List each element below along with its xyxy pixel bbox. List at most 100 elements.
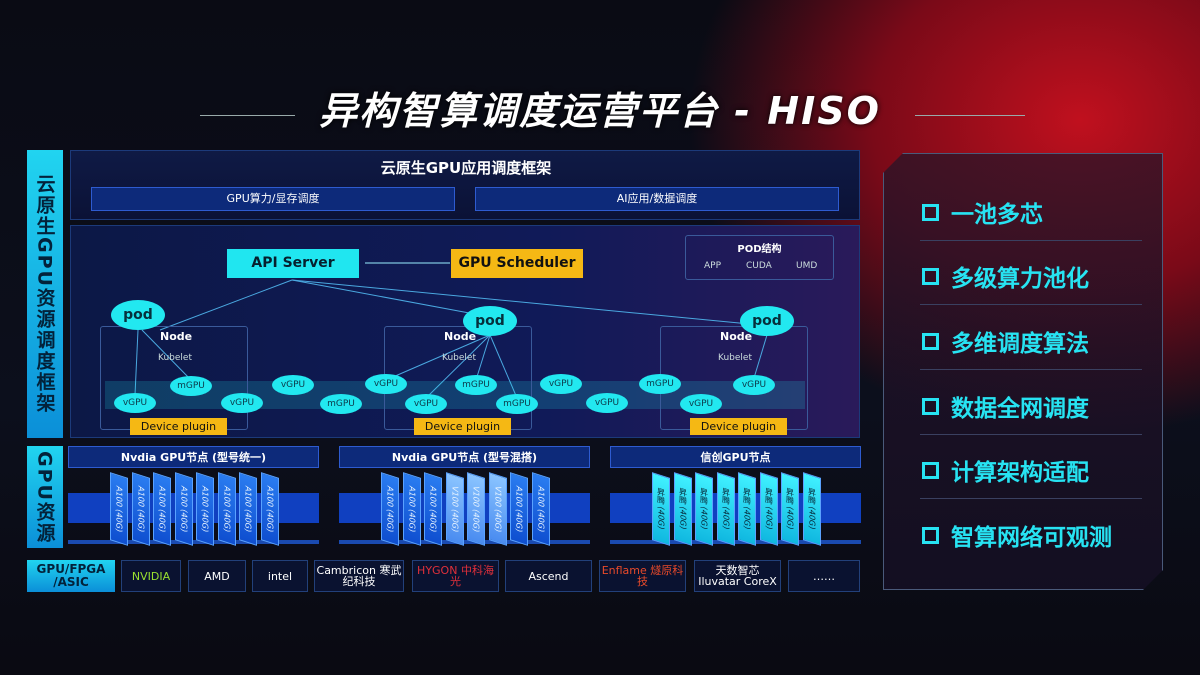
vendor-logo-1: AMD [188,560,246,592]
gpu-card: A100 (40G) [239,472,257,546]
vgpu-node: vGPU [272,375,314,395]
device-plugin-box: Device plugin [690,418,787,435]
vendor-logo-2: intel [252,560,308,592]
mgpu-node: mGPU [496,394,538,414]
ai-data-scheduling-bar: AI应用/数据调度 [475,187,839,211]
gpu-scheduler-box: GPU Scheduler [451,249,583,278]
gpu-card: V100 (40G) [488,472,507,546]
gpu-card: 昇腾 (40G) [652,472,670,546]
feature-divider [920,304,1142,305]
pod-circle: pod [740,306,794,336]
device-plugin-box: Device plugin [414,418,511,435]
vgpu-node: vGPU [586,393,628,413]
device-plugin-box: Device plugin [130,418,227,435]
api-server-box: API Server [227,249,359,278]
title-line-left [200,115,295,116]
features-panel [883,153,1163,590]
vendor-logo-7: 天数智芯 Iluvatar CoreX [694,560,781,592]
side-label-chips: GPU/FPGA /ASIC [27,560,115,592]
vendor-logo-0: NVIDIA [121,560,181,592]
mgpu-node: mGPU [170,376,212,396]
vgpu-node: vGPU [680,394,722,414]
gpu-card: A100 (40G) [381,472,399,546]
pod-app: APP [704,261,722,271]
kubelet-label: Kubelet [442,353,476,363]
vendor-logo-3: Cambricon 寒武纪科技 [314,560,404,592]
kubelet-label: Kubelet [158,353,192,363]
feature-divider [920,434,1142,435]
vendor-logo-4: HYGON 中科海光 [412,560,499,592]
gpu-card: A100 (40G) [260,472,279,546]
checkbox-square-icon [922,461,939,479]
gpu-card: 昇腾 (40G) [759,472,778,546]
feature-item: 多级算力池化 [922,259,1089,293]
feature-item: 数据全网调度 [922,389,1089,423]
gpu-card: A100 (40G) [131,472,150,546]
checkbox-square-icon [922,203,939,221]
gpu-card: A100 (40G) [196,472,214,546]
framework-panel: 云原生GPU应用调度框架 GPU算力/显存调度 AI应用/数据调度 [70,150,860,220]
pod-structure-box: POD结构 APP CUDA UMD [685,235,834,280]
gpu-group-title: Nvdia GPU节点 (型号统一) [68,446,319,468]
mgpu-node: mGPU [639,374,681,394]
vgpu-node: vGPU [114,393,156,413]
page-title: 异构智算调度运营平台 - HISO [319,89,881,133]
gpu-card: A100 (40G) [174,472,193,546]
gpu-group-title: 信创GPU节点 [610,446,861,468]
node-label: Node [720,330,753,343]
gpu-card: 昇腾 (40G) [695,472,713,546]
pod-circle: pod [463,306,517,336]
side-label-gpu-resources: GPU资源 [27,446,63,548]
vgpu-node: vGPU [733,375,775,395]
kubelet-label: Kubelet [718,353,752,363]
mgpu-node: mGPU [455,375,497,395]
feature-divider [920,240,1142,241]
pod-umd: UMD [796,261,818,271]
gpu-card: V100 (40G) [467,472,485,546]
vgpu-node: vGPU [365,374,407,394]
feature-item: 一池多芯 [922,195,1043,229]
gpu-group-floor [339,540,590,544]
checkbox-square-icon [922,397,939,415]
feature-label: 多维调度算法 [951,331,1089,357]
gpu-group-base [68,493,319,523]
gpu-card: A100 (40G) [531,472,550,546]
gpu-card: A100 (40G) [153,472,171,546]
vgpu-node: vGPU [221,393,263,413]
gpu-group-floor [610,540,861,544]
checkbox-square-icon [922,526,939,544]
feature-label: 数据全网调度 [951,396,1089,422]
feature-item: 计算架构适配 [922,453,1089,487]
mgpu-node: mGPU [320,394,362,414]
pod-structure-title: POD结构 [737,244,782,255]
gpu-group-base [339,493,590,523]
gpu-card: 昇腾 (40G) [781,472,799,546]
vendor-logo-8: …… [788,560,860,592]
feature-label: 多级算力池化 [951,266,1089,292]
gpu-card: A100 (40G) [110,472,128,546]
checkbox-square-icon [922,332,939,350]
feature-divider [920,498,1142,499]
gpu-card: 昇腾 (40G) [673,472,692,546]
node-label: Node [444,330,477,343]
gpu-card: A100 (40G) [510,472,528,546]
gpu-card: A100 (40G) [402,472,421,546]
gpu-group-floor [68,540,319,544]
framework-title: 云原生GPU应用调度框架 [380,159,552,177]
gpu-card: 昇腾 (40G) [716,472,735,546]
pod-circle: pod [111,300,165,330]
vendor-logo-6: Enflame 燧原科技 [599,560,686,592]
feature-divider [920,369,1142,370]
gpu-card: V100 (40G) [445,472,464,546]
vgpu-node: vGPU [405,394,447,414]
gpu-memory-scheduling-bar: GPU算力/显存调度 [91,187,455,211]
checkbox-square-icon [922,267,939,285]
gpu-card: A100 (40G) [424,472,442,546]
gpu-card: 昇腾 (40G) [738,472,756,546]
title-line-right [915,115,1025,116]
feature-label: 计算架构适配 [951,460,1089,486]
feature-label: 智算网络可观测 [951,525,1112,551]
gpu-group-title: Nvdia GPU节点 (型号混搭) [339,446,590,468]
feature-item: 多维调度算法 [922,324,1089,358]
